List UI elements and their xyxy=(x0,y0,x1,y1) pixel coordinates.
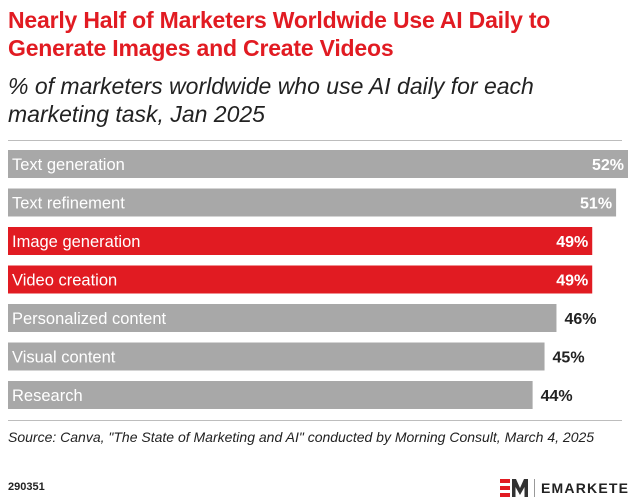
bar-label-research: Research xyxy=(12,387,83,405)
chart-subtitle: % of marketers worldwide who use AI dail… xyxy=(8,73,534,127)
em-logo-icon xyxy=(500,479,528,497)
bar-text-refinement xyxy=(8,188,617,217)
chart-id: 290351 xyxy=(8,481,45,493)
bar-research xyxy=(8,381,533,409)
bar-video-creation xyxy=(8,265,593,294)
chart-title: Nearly Half of Marketers Worldwide Use A… xyxy=(8,7,551,61)
brand-name: EMARKETER xyxy=(541,480,630,496)
bar-chart: Text generation 52% Text refinement 51% Imag… xyxy=(8,150,628,409)
bottom-divider xyxy=(8,420,622,421)
bar-label-visual-content: Visual content xyxy=(12,349,116,367)
value-label-video-creation: 49% xyxy=(556,273,588,290)
bar-image-generation xyxy=(8,227,593,255)
bar-label-text-generation: Text generation xyxy=(12,156,125,174)
bar-text-generation xyxy=(8,150,628,178)
brand-separator xyxy=(534,479,535,497)
brand: EMARKETER xyxy=(500,477,630,499)
value-label-image-generation: 49% xyxy=(556,234,588,251)
bar-label-video-creation: Video creation xyxy=(12,272,117,290)
bar-personalized-content xyxy=(8,304,557,332)
bar-visual-content xyxy=(8,342,545,371)
value-label-visual-content: 45% xyxy=(553,350,585,367)
bar-label-personalized-content: Personalized content xyxy=(12,310,167,328)
value-label-research: 44% xyxy=(541,388,573,405)
value-label-personalized-content: 46% xyxy=(564,311,596,328)
bar-label-image-generation: Image generation xyxy=(12,233,140,251)
top-divider xyxy=(8,140,622,141)
value-label-text-refinement: 51% xyxy=(580,196,612,213)
source-note: Source: Canva, "The State of Marketing a… xyxy=(8,429,595,445)
bar-label-text-refinement: Text refinement xyxy=(12,195,125,213)
value-label-text-generation: 52% xyxy=(592,157,624,174)
